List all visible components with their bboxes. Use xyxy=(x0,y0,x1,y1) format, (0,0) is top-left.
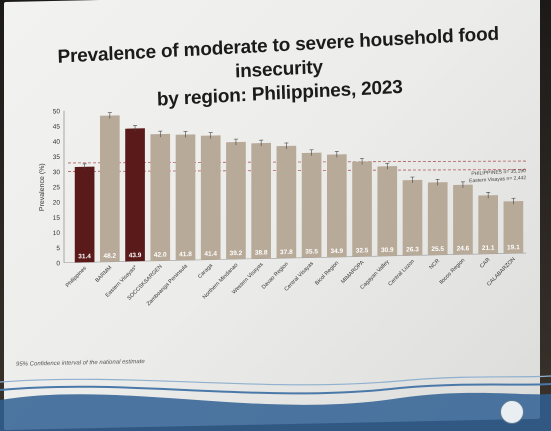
data-label: 32.5 xyxy=(356,247,369,254)
data-label: 34.9 xyxy=(331,248,344,255)
bar xyxy=(402,179,423,256)
y-tick-label: 25 xyxy=(53,184,61,191)
data-label: 26.3 xyxy=(406,246,419,253)
bar xyxy=(301,152,322,258)
bar xyxy=(326,154,347,258)
agency-logo-icon xyxy=(500,400,524,424)
data-label: 41.4 xyxy=(204,251,217,258)
y-tick-label: 10 xyxy=(53,230,61,237)
category-label: Caraga xyxy=(197,262,215,280)
data-label: 37.8 xyxy=(280,249,293,256)
category-label: BARMM xyxy=(95,265,114,284)
bar xyxy=(175,134,196,261)
category-label: NCR xyxy=(428,258,441,271)
bar xyxy=(125,128,145,262)
category-label: CAR xyxy=(479,257,491,270)
chart: 0 5 10 15 20 25 30 35 40 45 50 Prevalence (%) 31.4 Ph… xyxy=(39,108,527,308)
bar xyxy=(99,115,120,262)
bar xyxy=(503,201,524,254)
y-tick-label: 20 xyxy=(53,200,61,207)
y-tick-label: 40 xyxy=(53,139,61,146)
y-tick-label: 5 xyxy=(56,245,60,252)
data-label: 43.9 xyxy=(129,252,142,259)
bar xyxy=(352,161,372,257)
category-label: MIMAROPA xyxy=(340,259,365,285)
bar xyxy=(453,184,473,255)
bar xyxy=(150,133,171,261)
data-label: 21.1 xyxy=(482,245,495,252)
bar xyxy=(226,141,246,260)
category-label: Zamboanga Peninsula xyxy=(146,263,190,308)
data-label: 24.6 xyxy=(457,245,470,252)
bar xyxy=(74,166,95,263)
data-label: 35.5 xyxy=(305,248,318,255)
bar xyxy=(276,145,297,259)
bar xyxy=(200,135,221,260)
y-tick-label: 35 xyxy=(53,154,61,161)
y-tick-label: 50 xyxy=(53,108,61,115)
y-tick-label: 45 xyxy=(53,124,61,131)
bar xyxy=(478,195,499,255)
data-label: 42.0 xyxy=(154,252,167,259)
y-tick-label: 30 xyxy=(53,169,61,176)
bar xyxy=(427,182,448,256)
presentation-slide: Prevalence of moderate to severe househo… xyxy=(4,0,540,431)
footer-waves xyxy=(0,375,551,431)
y-tick-label: 0 xyxy=(56,260,60,267)
data-label: 39.2 xyxy=(230,250,243,257)
bar xyxy=(251,142,272,259)
y-axis-label: Prevalence (%) xyxy=(39,163,46,211)
data-label: 25.5 xyxy=(431,246,444,253)
category-label: Bicol Region xyxy=(314,260,340,286)
data-label: 19.1 xyxy=(507,244,520,251)
data-label: 48.2 xyxy=(104,253,117,260)
y-tick-label: 15 xyxy=(53,215,61,222)
data-label: 41.8 xyxy=(179,251,192,258)
bar xyxy=(377,166,398,257)
category-label: Central Luzon xyxy=(387,259,415,288)
data-label: 30.9 xyxy=(381,247,394,254)
data-label: 38.8 xyxy=(255,249,268,256)
category-label: Ilocos Region xyxy=(439,258,467,286)
data-label: 31.4 xyxy=(78,253,91,260)
category-label: Philippines xyxy=(65,265,88,289)
